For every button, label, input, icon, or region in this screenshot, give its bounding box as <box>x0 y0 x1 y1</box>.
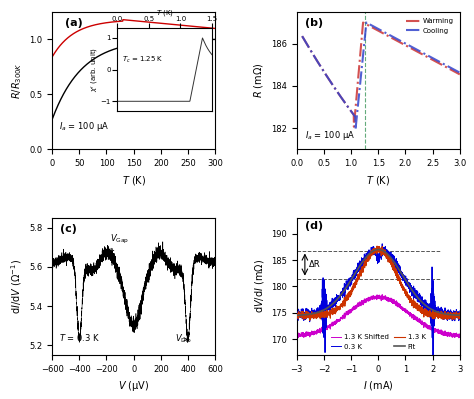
Fit <box>302 312 308 317</box>
Y-axis label: d$I$/d$V$ (Ω$^{-1}$): d$I$/d$V$ (Ω$^{-1}$) <box>9 259 24 314</box>
Text: (b): (b) <box>305 18 323 28</box>
Text: ΔR: ΔR <box>309 260 320 269</box>
1.3 K Shifted <box>456 336 462 340</box>
Line: 0.3 K: 0.3 K <box>297 244 460 360</box>
Text: $I_a$ = 100 μA: $I_a$ = 100 μA <box>59 120 109 132</box>
Warming <box>364 22 369 27</box>
Cooling <box>422 52 428 57</box>
1.3 K Shifted <box>294 332 300 337</box>
1.3 K <box>302 315 308 320</box>
1.3 K <box>452 312 458 317</box>
1.3 K Shifted <box>302 333 308 338</box>
Warming <box>369 25 375 30</box>
1.3 K Shifted <box>373 294 379 299</box>
Y-axis label: $R/R_{300K}$: $R/R_{300K}$ <box>10 62 24 99</box>
Y-axis label: $R$ (mΩ): $R$ (mΩ) <box>253 63 265 99</box>
Line: Warming: Warming <box>302 22 460 127</box>
Fit <box>422 303 428 308</box>
Cooling <box>364 20 369 25</box>
Warming <box>422 53 428 58</box>
0.3 K <box>294 310 300 314</box>
0.3 K <box>373 249 379 254</box>
1.3 K Shifted <box>422 323 428 328</box>
Fit <box>452 313 458 318</box>
1.3 K Shifted <box>379 292 385 297</box>
Text: (c): (c) <box>60 223 77 233</box>
X-axis label: $T$ (K): $T$ (K) <box>121 174 146 186</box>
0.3 K <box>302 315 308 320</box>
Text: $V_{\rm Gap}$: $V_{\rm Gap}$ <box>110 233 130 252</box>
0.3 K <box>369 248 374 253</box>
Text: $T$ = 0.3 K: $T$ = 0.3 K <box>59 332 100 344</box>
1.3 K <box>452 311 458 316</box>
0.3 K <box>457 308 463 313</box>
Fit <box>375 247 381 252</box>
Warming <box>315 60 321 65</box>
X-axis label: $V$ (μV): $V$ (μV) <box>118 379 149 393</box>
0.3 K <box>379 241 385 246</box>
Warming <box>360 20 366 25</box>
X-axis label: $I$ (mA): $I$ (mA) <box>363 379 394 392</box>
0.3 K <box>430 358 436 363</box>
Cooling <box>425 53 431 58</box>
Warming <box>408 46 413 51</box>
1.3 K <box>457 310 463 315</box>
0.3 K <box>452 312 458 316</box>
1.3 K <box>373 247 379 251</box>
1.3 K <box>422 312 428 316</box>
Warming <box>457 72 463 77</box>
Text: $V_{\rm Dip}$: $V_{\rm Dip}$ <box>175 333 192 346</box>
1.3 K Shifted <box>452 332 458 337</box>
Text: (a): (a) <box>65 18 83 28</box>
Cooling <box>353 127 358 132</box>
1.3 K <box>294 311 300 316</box>
Text: (d): (d) <box>305 221 323 231</box>
Y-axis label: d$V$/d$I$ (mΩ): d$V$/d$I$ (mΩ) <box>253 259 265 314</box>
Warming <box>299 34 305 39</box>
Cooling <box>299 34 305 39</box>
Line: Fit: Fit <box>297 249 460 315</box>
Fit <box>369 249 374 254</box>
Legend: Warming, Cooling: Warming, Cooling <box>403 16 456 36</box>
Fit <box>452 313 458 318</box>
Warming <box>351 124 357 129</box>
1.3 K <box>307 318 312 323</box>
Cooling <box>369 23 375 28</box>
Warming <box>425 55 431 60</box>
Cooling <box>408 44 413 49</box>
Fit <box>294 313 300 318</box>
1.3 K Shifted <box>457 332 463 336</box>
Text: $I_a$ = 100 μA: $I_a$ = 100 μA <box>305 129 355 142</box>
1.3 K <box>369 252 374 257</box>
Fit <box>373 247 379 252</box>
0.3 K <box>422 303 428 308</box>
Line: Cooling: Cooling <box>302 23 460 130</box>
Legend: 1.3 K Shifted, 0.3 K, 1.3 K, Fit: 1.3 K Shifted, 0.3 K, 1.3 K, Fit <box>329 332 428 352</box>
1.3 K Shifted <box>452 331 458 336</box>
Line: 1.3 K: 1.3 K <box>297 246 460 320</box>
0.3 K <box>452 310 458 315</box>
Line: 1.3 K Shifted: 1.3 K Shifted <box>297 294 460 338</box>
X-axis label: $T$ (K): $T$ (K) <box>366 174 391 186</box>
Cooling <box>457 70 463 75</box>
Fit <box>457 313 463 318</box>
Cooling <box>363 22 369 27</box>
1.3 K <box>374 244 380 249</box>
Cooling <box>315 60 321 65</box>
1.3 K Shifted <box>369 295 374 300</box>
